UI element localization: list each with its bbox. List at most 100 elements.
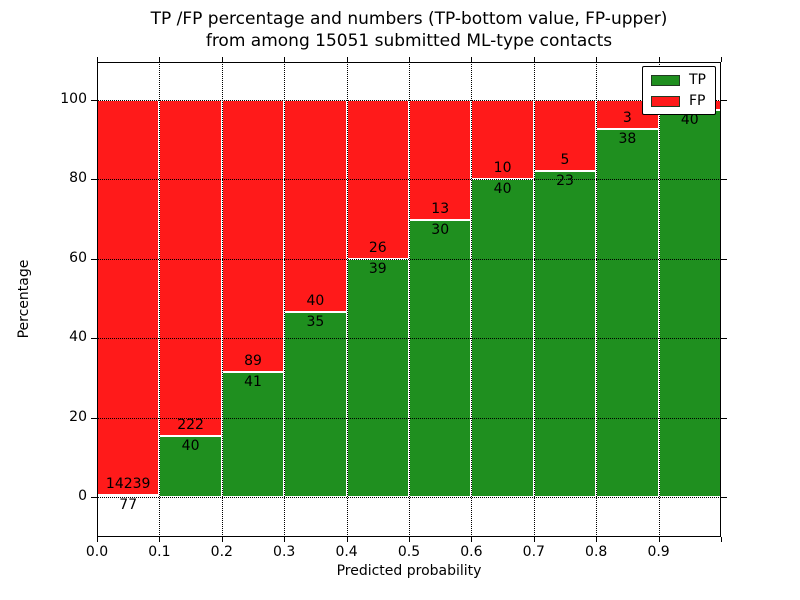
tp-count-label: 41	[244, 373, 262, 390]
chart-title: TP /FP percentage and numbers (TP-bottom…	[97, 8, 721, 52]
y-tick-label: 100	[60, 91, 87, 107]
gridline-vertical	[221, 62, 223, 537]
tp-count-label: 30	[431, 222, 450, 238]
legend-label-tp: TP	[689, 72, 706, 88]
bar-segment-tp	[658, 109, 721, 497]
x-tick-mark	[596, 537, 598, 542]
x-tick-mark	[346, 537, 348, 542]
x-tick-mark-top	[346, 57, 348, 62]
y-tick-mark	[91, 497, 97, 498]
gridline-vertical	[159, 62, 161, 537]
tp-count-label: 77	[119, 496, 138, 513]
tp-count-label: 40	[680, 111, 699, 128]
bar-segment-tp	[221, 371, 285, 497]
x-tick-label: 0.2	[210, 544, 233, 560]
y-tick-mark	[91, 338, 97, 340]
tp-count-label: 40	[181, 438, 200, 455]
x-tick-label: 0.4	[335, 544, 358, 560]
x-tick-mark	[159, 537, 161, 542]
x-tick-mark-top	[97, 57, 98, 62]
x-tick-mark-top	[596, 57, 598, 62]
chart-title-line2: from among 15051 submitted ML-type conta…	[205, 31, 613, 51]
x-tick-label: 0.8	[585, 544, 608, 560]
legend-row-fp: FP	[651, 93, 706, 109]
bar-segment-tp	[596, 129, 659, 497]
x-tick-mark	[471, 537, 473, 542]
y-tick-mark-right	[721, 100, 727, 101]
fp-count-label: 13	[431, 201, 450, 217]
fp-count-label: 26	[368, 239, 387, 256]
bar-segment-tp	[409, 220, 472, 497]
x-tick-mark	[409, 537, 410, 542]
fp-count-label: 3	[622, 110, 632, 127]
bar-segment-fp	[159, 100, 222, 437]
x-tick-mark-top	[221, 57, 223, 62]
gridline-vertical	[596, 62, 598, 537]
bar-segment-tp	[533, 170, 597, 497]
x-tick-mark-top	[284, 57, 286, 62]
y-tick-label: 60	[69, 249, 87, 266]
x-tick-mark-top	[409, 57, 410, 62]
gridline-vertical	[533, 62, 535, 537]
gridline-vertical	[284, 62, 286, 537]
y-tick-mark	[91, 179, 97, 181]
bar-segment-fp	[533, 100, 597, 171]
y-tick-label: 20	[69, 408, 87, 425]
x-tick-mark-top	[533, 57, 535, 62]
x-tick-mark	[284, 537, 286, 542]
fp-count-label: 5	[560, 151, 570, 168]
y-tick-mark-right	[721, 497, 727, 498]
bar-segment-tp	[284, 311, 347, 497]
y-tick-mark	[91, 100, 97, 101]
fp-count-label: 14239	[105, 475, 151, 492]
x-tick-mark	[658, 537, 660, 542]
fp-count-label: 40	[306, 292, 325, 309]
bar-segment-fp	[409, 100, 472, 220]
gridline-vertical	[471, 62, 473, 537]
tp-count-label: 39	[368, 260, 387, 277]
x-tick-label: 0.1	[148, 544, 171, 560]
fp-count-label: 10	[493, 160, 512, 177]
y-tick-label: 0	[78, 488, 87, 504]
legend-label-fp: FP	[689, 93, 706, 109]
x-tick-label: 0.6	[460, 544, 483, 560]
y-tick-mark-right	[721, 338, 727, 340]
legend-swatch-fp	[651, 95, 680, 107]
bar-segment-fp	[284, 100, 347, 312]
legend-row-tp: TP	[651, 72, 706, 88]
bar-segment-fp	[97, 100, 160, 495]
x-tick-label: 0.3	[273, 544, 296, 560]
gridline-vertical	[346, 62, 348, 537]
plot-area: 14239 77 222 40 89 41 40 35 26 39 13 30 10 40 5 23 3 38 40…	[97, 62, 721, 537]
x-axis-label: Predicted probability	[336, 563, 482, 579]
bar-segment-tp	[346, 258, 409, 497]
x-tick-mark	[221, 537, 223, 542]
x-tick-mark	[533, 537, 535, 542]
x-tick-label: 0.7	[522, 544, 545, 560]
gridline-vertical	[409, 62, 410, 537]
x-tick-mark-top	[159, 57, 161, 62]
y-axis-label: Percentage	[16, 259, 32, 339]
x-tick-label: 0.9	[647, 544, 670, 560]
tp-count-label: 23	[556, 172, 574, 189]
x-tick-mark	[721, 537, 722, 542]
x-tick-mark-top	[471, 57, 473, 62]
legend-swatch-tp	[651, 74, 680, 86]
y-tick-mark	[91, 258, 97, 260]
fp-count-label: 89	[244, 352, 262, 369]
y-tick-mark	[91, 417, 97, 419]
y-tick-mark-right	[721, 258, 727, 260]
y-tick-mark-right	[721, 179, 727, 181]
y-tick-label: 80	[69, 170, 87, 187]
x-tick-mark	[97, 537, 98, 542]
gridline-vertical	[658, 62, 660, 537]
x-tick-mark-top	[721, 57, 722, 62]
fp-count-label: 222	[177, 417, 204, 434]
y-tick-mark-right	[721, 417, 727, 419]
bar-segment-fp	[471, 100, 534, 180]
x-tick-label: 0.0	[85, 544, 109, 560]
chart-title-line1: TP /FP percentage and numbers (TP-bottom…	[150, 9, 668, 29]
bar-segment-fp	[221, 100, 285, 372]
tp-count-label: 40	[493, 181, 512, 198]
